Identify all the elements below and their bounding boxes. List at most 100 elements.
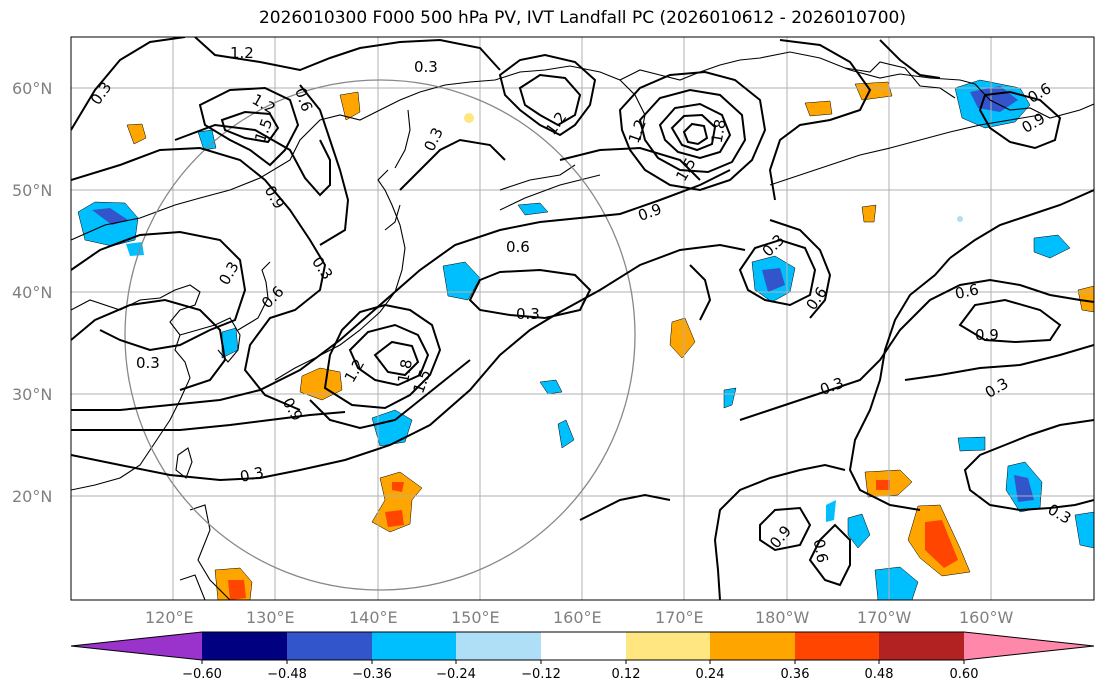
anomaly-patch <box>371 471 423 533</box>
map-title: 2026010300 F000 500 hPa PV, IVT Landfall… <box>258 8 906 28</box>
colorbar-tick-label: −0.48 <box>267 667 307 682</box>
anomaly-patch <box>92 208 128 225</box>
anomaly-patch <box>517 202 549 216</box>
colorbar-tick-label: 0.12 <box>612 667 641 682</box>
contour-label: 0.3 <box>308 253 336 283</box>
anomaly-patch <box>197 129 217 151</box>
colorbar-tick-label: −0.36 <box>352 667 392 682</box>
lon-label: 140°E <box>349 608 398 627</box>
anomaly-patch <box>861 204 877 223</box>
colorbar-tick-label: −0.12 <box>521 667 561 682</box>
anomaly-patch <box>557 419 575 449</box>
contour-label: 0.3 <box>818 374 847 399</box>
lon-label: 130°E <box>246 608 295 627</box>
range-circle <box>124 79 636 591</box>
contour-label: 1.8 <box>708 118 730 145</box>
colorbar-segment <box>71 632 202 660</box>
colorbar-segment <box>795 632 879 660</box>
anomaly-patch <box>669 317 696 359</box>
pv-contours <box>71 37 1094 600</box>
map-area: 1.2 0.3 0.3 1.2 0.6 1.5 0.9 0.3 0.3 1.2 … <box>71 37 1094 600</box>
anomaly-patch <box>371 409 413 447</box>
colorbar-tick-label: 0.48 <box>865 667 894 682</box>
colorbar-tick-label: 0.60 <box>950 667 979 682</box>
contour-label: 0.3 <box>420 125 446 154</box>
anomaly-patch <box>804 100 833 117</box>
lat-label: 30°N <box>12 385 52 404</box>
colorbar-segment <box>202 632 287 660</box>
longitude-labels: 120°E 130°E 140°E 150°E 160°E 170°E 180°… <box>145 608 1014 627</box>
lon-label: 120°E <box>145 608 194 627</box>
contour-label: 0.6 <box>810 538 832 565</box>
contour-label: 0.6 <box>1025 79 1055 107</box>
colorbar-tick-label: −0.60 <box>182 667 222 682</box>
anomaly-patch <box>442 261 481 301</box>
contour-label: 1.8 <box>394 358 416 385</box>
anomaly-patch <box>854 81 893 101</box>
contour-label: 0.9 <box>1019 109 1049 137</box>
anomaly-patch <box>874 566 919 600</box>
anomaly-patch <box>126 242 144 256</box>
anomaly-patch <box>876 480 890 490</box>
anomaly-patch <box>723 387 737 409</box>
anomaly-patch <box>392 482 404 492</box>
contour-label: 1.2 <box>542 108 570 138</box>
anomaly-patch <box>957 216 963 222</box>
contour-label: 0.9 <box>261 182 289 212</box>
anomaly-patch <box>847 513 871 549</box>
anomaly-patch <box>385 510 404 527</box>
latitude-labels: 60°N 50°N 40°N 30°N 20°N <box>12 79 52 506</box>
contour-label: 0.3 <box>1045 500 1075 528</box>
contour-label: 0.3 <box>87 78 115 108</box>
contour-label: 0.6 <box>258 282 288 312</box>
shaded-anomaly-layer <box>77 79 1094 600</box>
contour-label: 0.9 <box>975 326 999 344</box>
coastlines <box>71 51 1094 600</box>
lon-label: 170°E <box>655 608 704 627</box>
contour-label: 0.6 <box>506 238 530 256</box>
lon-label: 150°E <box>451 608 500 627</box>
lat-label: 20°N <box>12 487 52 506</box>
colorbar-tick-label: 0.24 <box>696 667 725 682</box>
anomaly-patch <box>539 379 563 395</box>
contour-label: 0.3 <box>215 258 243 288</box>
anomaly-patch <box>762 268 785 292</box>
colorbar-segment <box>879 632 964 660</box>
anomaly-patch <box>925 520 958 568</box>
colorbar-segment <box>372 632 456 660</box>
colorbar-segment <box>964 632 1094 660</box>
contour-label: 0.3 <box>238 463 265 486</box>
contour-label: 1.2 <box>341 356 369 386</box>
anomaly-patch <box>1074 511 1094 549</box>
contour-label: 0.3 <box>516 305 540 323</box>
anomaly-patch <box>1077 285 1094 313</box>
anomaly-patch <box>957 436 986 452</box>
lon-label: 160°E <box>553 608 602 627</box>
anomaly-patch <box>339 91 361 121</box>
lon-label: 160°W <box>959 608 1014 627</box>
anomaly-patch <box>464 113 474 123</box>
lon-label: 170°W <box>857 608 912 627</box>
colorbar-segment <box>456 632 541 660</box>
colorbar-segment <box>287 632 372 660</box>
contour-label: 0.3 <box>982 374 1012 402</box>
map-frame <box>70 36 1095 601</box>
colorbar-segment <box>541 632 626 660</box>
contour-label: 1.2 <box>230 44 254 62</box>
contour-label: 0.9 <box>636 200 665 225</box>
anomaly-patch <box>826 500 836 522</box>
contour-label: 0.3 <box>136 354 160 372</box>
anomaly-patch <box>1014 475 1034 502</box>
contour-label: 0.9 <box>279 394 307 424</box>
colorbar-segment <box>710 632 795 660</box>
contour-label: 0.3 <box>759 231 789 261</box>
anomaly-patch <box>228 580 246 600</box>
colorbar-tick-label: −0.24 <box>436 667 476 682</box>
lat-label: 50°N <box>12 181 52 200</box>
contour-label: 0.3 <box>414 58 438 76</box>
colorbar-tick-label: 0.36 <box>781 667 810 682</box>
anomaly-patch <box>1033 234 1071 259</box>
contour-label: 0.6 <box>953 280 980 303</box>
lon-label: 180°W <box>755 608 810 627</box>
